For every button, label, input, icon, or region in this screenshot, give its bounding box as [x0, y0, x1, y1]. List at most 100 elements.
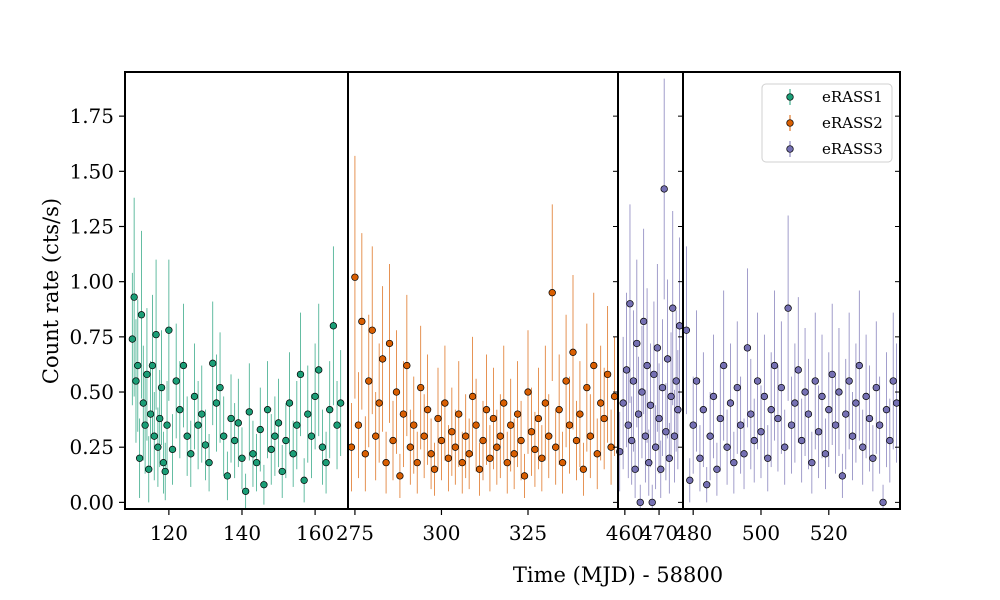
data-point: [753, 377, 762, 385]
y-tick-label: 0.50: [69, 380, 114, 404]
data-point: [271, 432, 279, 440]
data-point: [757, 428, 765, 436]
data-point: [385, 339, 394, 348]
data-point: [289, 450, 297, 458]
data-point: [562, 377, 570, 385]
data-point: [669, 304, 677, 312]
data-point: [586, 432, 594, 440]
data-point: [579, 465, 588, 473]
data-point: [372, 432, 380, 440]
data-point: [375, 399, 383, 407]
data-point: [696, 454, 704, 462]
data-point: [572, 436, 581, 445]
data-point: [624, 421, 632, 429]
data-point: [468, 392, 477, 401]
data-point: [358, 317, 366, 326]
legend-marker: [786, 93, 794, 101]
data-point: [886, 436, 894, 445]
data-point: [828, 370, 836, 379]
legend-label: eRASS3: [822, 140, 883, 158]
data-point: [831, 421, 840, 429]
data-point: [252, 459, 261, 467]
data-point: [430, 465, 439, 473]
data-point: [179, 361, 188, 370]
x-tick-label: 300: [422, 521, 460, 545]
data-point: [267, 445, 275, 454]
data-point: [794, 366, 802, 374]
data-point: [420, 432, 428, 440]
data-point: [657, 465, 665, 473]
data-point: [845, 377, 853, 385]
data-point: [417, 383, 425, 392]
data-point: [534, 414, 543, 423]
x-tick-label: 325: [509, 521, 547, 545]
data-point: [361, 450, 369, 458]
data-point: [626, 300, 634, 308]
data-point: [378, 355, 387, 363]
data-point: [396, 472, 404, 480]
data-point: [558, 459, 567, 467]
data-point: [128, 335, 136, 343]
data-point: [212, 399, 221, 407]
data-point: [852, 399, 860, 407]
data-point: [723, 443, 731, 451]
data-point: [307, 432, 316, 440]
data-point: [413, 459, 421, 467]
x-tick-label: 480: [674, 521, 712, 545]
series-eRASS3: [616, 78, 901, 509]
panel-frame-4: [682, 71, 901, 510]
data-point: [848, 432, 857, 440]
data-point: [636, 498, 644, 507]
data-point: [444, 454, 453, 462]
data-point: [135, 454, 144, 462]
data-point: [183, 432, 191, 440]
data-point: [347, 443, 356, 451]
data-point: [382, 459, 390, 467]
data-point: [448, 428, 456, 436]
data-point: [282, 436, 290, 445]
data-point: [293, 421, 301, 429]
series-eRASS2: [347, 155, 619, 498]
data-point: [633, 339, 641, 348]
data-point: [365, 377, 373, 385]
x-tick-label: 140: [223, 521, 261, 545]
y-tick-label: 1.50: [69, 159, 114, 183]
data-point: [872, 383, 880, 392]
data-point: [296, 370, 305, 379]
data-point: [143, 370, 151, 379]
data-point: [825, 406, 833, 414]
data-point: [692, 377, 701, 385]
data-point: [801, 388, 809, 396]
data-point: [531, 445, 539, 454]
data-point: [842, 410, 850, 418]
data-point: [145, 465, 153, 473]
data-point: [892, 399, 901, 407]
data-point: [576, 410, 584, 418]
data-point: [329, 322, 338, 330]
data-point: [767, 406, 775, 414]
data-point: [646, 401, 655, 409]
data-point: [304, 410, 312, 418]
data-point: [148, 361, 157, 370]
data-point: [672, 377, 680, 385]
data-point: [653, 344, 661, 352]
data-point: [667, 392, 675, 401]
data-point: [159, 459, 168, 467]
data-point: [231, 436, 239, 445]
data-point: [726, 399, 735, 407]
data-point: [760, 392, 769, 401]
data-point: [245, 408, 253, 416]
legend-marker: [786, 119, 794, 127]
data-point: [730, 459, 738, 467]
data-point: [503, 459, 511, 467]
data-point: [337, 399, 345, 407]
data-point: [256, 425, 264, 434]
data-point: [670, 432, 679, 440]
data-point: [507, 421, 515, 429]
data-point: [263, 406, 272, 414]
data-point: [520, 472, 529, 480]
x-tick-label: 520: [810, 521, 848, 545]
data-point: [496, 432, 504, 440]
